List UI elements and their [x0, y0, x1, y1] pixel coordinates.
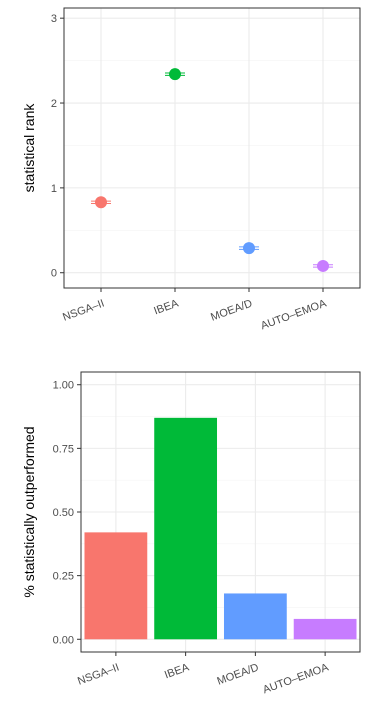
outperformed-gridlines	[81, 372, 360, 652]
rank-y-tick-label: 1	[51, 183, 57, 195]
rank-y-tick-label: 3	[51, 13, 57, 25]
outperformed-bar	[154, 417, 218, 640]
rank-y-axis-title: statistical rank	[21, 103, 37, 193]
rank-point	[317, 259, 329, 272]
outperformed-y-axis: 0.00 0.25 0.50 0.75 1.00	[53, 380, 81, 646]
outperformed-y-tick-label: 0.75	[53, 443, 74, 455]
outperformed-x-tick-label: NSGA–II	[76, 662, 121, 688]
rank-y-tick-label: 2	[51, 98, 57, 110]
outperformed-chart: 0.00 0.25 0.50 0.75 1.00 NSGA–II IBEA MOEA/D AU…	[21, 371, 361, 696]
outperformed-x-tick-label: AUTO–EMOA	[261, 661, 330, 696]
rank-gridlines	[64, 8, 360, 288]
outperformed-y-axis-title: % statistically outperformed	[21, 426, 37, 597]
rank-y-axis: 0 1 2 3	[51, 13, 64, 280]
rank-point	[169, 68, 181, 81]
rank-y-tick-label: 0	[51, 268, 57, 280]
rank-chart: 0 1 2 3 NSGA–II IBEA MOEA/D AUTO–EMOA statisti…	[21, 7, 361, 332]
rank-panel-background	[64, 8, 360, 288]
rank-point	[95, 196, 107, 209]
rank-point	[243, 242, 255, 255]
outperformed-x-axis: NSGA–II IBEA MOEA/D AUTO–EMOA	[76, 652, 331, 696]
outperformed-y-tick-label: 0.00	[53, 634, 74, 646]
rank-x-tick-label: AUTO–EMOA	[259, 297, 328, 332]
outperformed-bar	[293, 618, 357, 640]
outperformed-x-tick-label: MOEA/D	[216, 662, 261, 688]
rank-x-tick-label: IBEA	[152, 297, 180, 317]
outperformed-bar	[84, 532, 148, 640]
outperformed-y-tick-label: 1.00	[53, 380, 74, 392]
outperformed-y-tick-label: 0.50	[53, 507, 74, 519]
outperformed-x-tick-label: IBEA	[163, 661, 191, 681]
rank-x-tick-label: NSGA–II	[61, 298, 106, 324]
rank-points	[91, 68, 333, 272]
outperformed-bars	[84, 417, 357, 640]
rank-x-axis: NSGA–II IBEA MOEA/D AUTO–EMOA	[61, 288, 329, 332]
outperformed-bar	[223, 593, 287, 640]
rank-x-tick-label: MOEA/D	[209, 298, 254, 324]
outperformed-y-tick-label: 0.25	[53, 571, 74, 583]
rank-panel-border	[63, 7, 361, 289]
